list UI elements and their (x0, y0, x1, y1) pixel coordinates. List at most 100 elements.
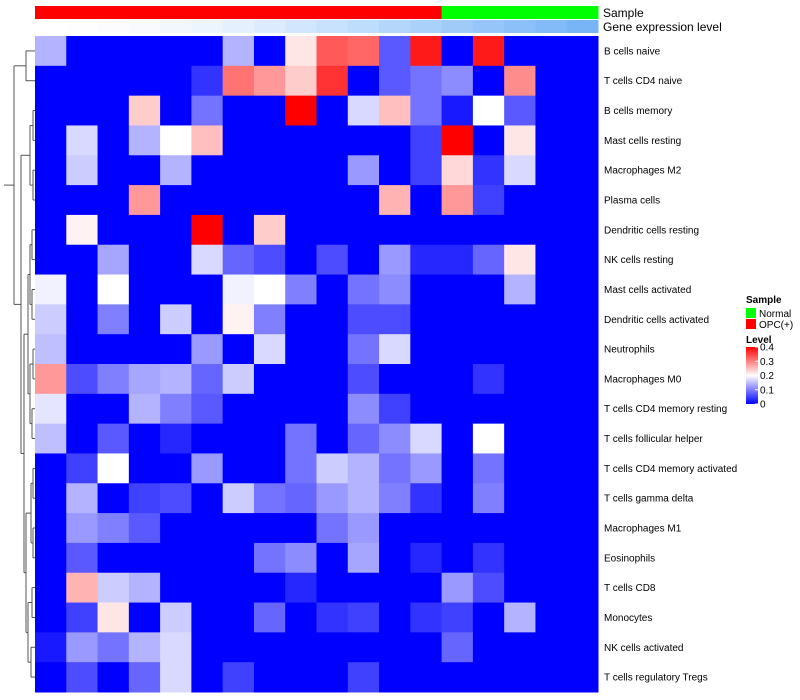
sample-legend-label: Normal (759, 309, 791, 320)
heatmap-cell (222, 393, 255, 425)
heatmap-cell (347, 185, 380, 216)
heatmap-cell (504, 274, 536, 305)
row-label: Eosinophils (604, 553, 655, 564)
heatmap-cell (35, 36, 67, 67)
heatmap-cell (441, 95, 474, 126)
heatmap-cell (160, 602, 192, 633)
heatmap-cell (66, 244, 99, 276)
heatmap-cell (222, 185, 255, 216)
level-tick-label: 0.3 (760, 357, 774, 368)
heatmap-cell (379, 393, 411, 425)
heatmap-cell (566, 95, 599, 126)
heatmap-cell (504, 453, 536, 484)
heatmap-cell (379, 364, 411, 395)
row-label: Macrophages M1 (604, 524, 682, 535)
heatmap-cell (253, 36, 286, 67)
heatmap-cell (504, 513, 536, 544)
heatmap-cell (379, 95, 411, 126)
row-label: T cells CD8 (604, 583, 656, 594)
heatmap-cell (535, 423, 568, 454)
heatmap-cell (128, 364, 161, 395)
heatmap-cell (285, 304, 317, 335)
heatmap-cell (97, 662, 130, 693)
heatmap-cell (379, 274, 411, 305)
heatmap-cell (285, 453, 317, 484)
heatmap-cell (379, 632, 411, 663)
heatmap-cell (535, 95, 568, 126)
sample-annotation-cell (566, 6, 599, 19)
heatmap-cell (66, 36, 99, 67)
heatmap-cell (160, 36, 192, 67)
row-label: Plasma cells (604, 196, 660, 207)
heatmap-cell (379, 155, 411, 186)
heatmap-cell (504, 185, 536, 216)
expression-annotation-cell (535, 20, 568, 33)
heatmap-cell (379, 185, 411, 216)
heatmap-cell (253, 393, 286, 425)
heatmap-cell (97, 125, 130, 156)
heatmap-cell (472, 36, 505, 67)
heatmap-cell (191, 95, 224, 126)
heatmap-cell (410, 572, 443, 604)
expression-annotation-cell (160, 20, 192, 33)
row-label: T cells CD4 memory activated (604, 464, 737, 475)
heatmap-cell (66, 453, 99, 484)
sample-annotation-cell (222, 6, 255, 19)
heatmap-cell (253, 244, 286, 276)
heatmap-cell (66, 393, 99, 425)
heatmap-cell (535, 513, 568, 544)
heatmap-cell (191, 632, 224, 663)
row-label: Dendritic cells activated (604, 315, 709, 326)
heatmap-cell (128, 542, 161, 574)
heatmap-cell (160, 483, 192, 514)
heatmap-cell (97, 185, 130, 216)
heatmap-cell (441, 542, 474, 574)
heatmap-cell (160, 214, 192, 246)
heatmap-cell (410, 513, 443, 544)
heatmap-cell (316, 423, 349, 454)
heatmap-cell (504, 542, 536, 574)
heatmap-cell (285, 125, 317, 156)
heatmap-cell (472, 632, 505, 663)
heatmap-cell (191, 155, 224, 186)
expression-annotation-cell (222, 20, 255, 33)
heatmap-cell (66, 334, 99, 365)
heatmap-cell (66, 632, 99, 663)
heatmap-cell (97, 155, 130, 186)
heatmap-cell (347, 453, 380, 484)
heatmap-cell (566, 334, 599, 365)
heatmap-cell (379, 244, 411, 276)
heatmap-cell (379, 542, 411, 574)
heatmap-cell (504, 36, 536, 67)
heatmap-cell (66, 513, 99, 544)
heatmap-cell (285, 572, 317, 604)
heatmap-cell (97, 214, 130, 246)
heatmap-cell (160, 95, 192, 126)
heatmap-cell (472, 95, 505, 126)
heatmap-cell (191, 602, 224, 633)
heatmap-cell (253, 334, 286, 365)
heatmap-cell (504, 95, 536, 126)
heatmap-cell (472, 513, 505, 544)
heatmap-cell (410, 125, 443, 156)
heatmap-cell (566, 423, 599, 454)
heatmap-cell (253, 602, 286, 633)
heatmap-cell (222, 274, 255, 305)
heatmap-cell (128, 185, 161, 216)
heatmap-cell (410, 483, 443, 514)
heatmap-cell (566, 632, 599, 663)
heatmap-cell (347, 65, 380, 97)
heatmap-cell (66, 483, 99, 514)
heatmap-cell (316, 65, 349, 97)
heatmap-cell (66, 214, 99, 246)
heatmap-cell (441, 274, 474, 305)
heatmap-cell (472, 483, 505, 514)
heatmap-cell (441, 513, 474, 544)
heatmap-cell (410, 185, 443, 216)
heatmap-cell (97, 274, 130, 305)
heatmap-cell (97, 244, 130, 276)
heatmap-cell (35, 244, 67, 276)
heatmap-cell (504, 572, 536, 604)
heatmap-cell (347, 334, 380, 365)
